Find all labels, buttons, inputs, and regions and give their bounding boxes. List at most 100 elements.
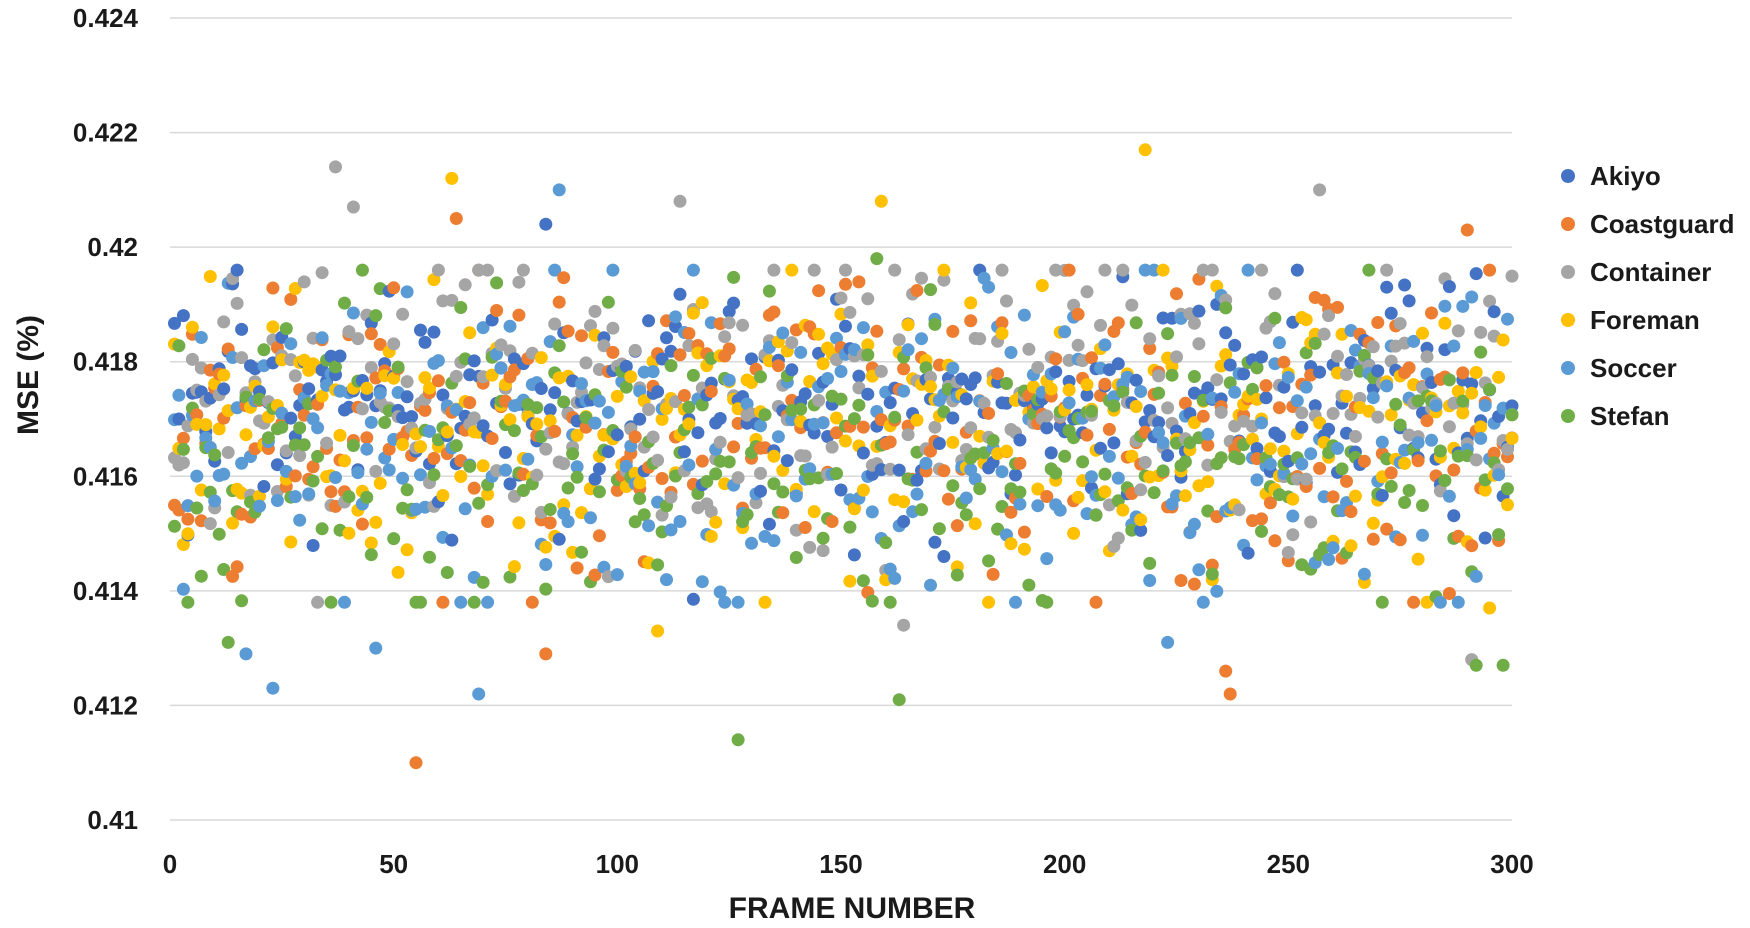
data-point (1201, 381, 1215, 395)
data-point (1492, 528, 1506, 542)
data-point (503, 319, 517, 333)
data-point (1134, 483, 1148, 497)
data-point (901, 318, 915, 332)
data-point (1357, 348, 1371, 362)
data-point (342, 490, 356, 504)
data-point (306, 474, 320, 488)
data-point (1152, 386, 1166, 400)
data-point (1411, 552, 1425, 566)
data-point (235, 456, 249, 470)
data-point (503, 413, 517, 427)
data-point (883, 435, 897, 449)
data-point (1299, 346, 1313, 360)
data-point (839, 277, 852, 291)
data-point (1487, 446, 1501, 460)
data-point (655, 472, 669, 485)
data-point (1317, 490, 1331, 504)
data-point (557, 457, 571, 471)
data-point (830, 426, 843, 440)
data-point (342, 400, 356, 414)
legend-marker (1561, 361, 1575, 375)
data-point (548, 317, 562, 331)
data-point (539, 647, 553, 661)
data-point (973, 332, 987, 346)
data-point (651, 624, 665, 638)
data-point (821, 372, 835, 385)
data-point (767, 305, 781, 319)
data-point (467, 481, 481, 495)
data-point (995, 465, 1009, 479)
data-point (203, 270, 217, 283)
data-point (1469, 267, 1483, 281)
data-point (1277, 355, 1291, 369)
data-point (1331, 441, 1344, 455)
data-point (414, 468, 427, 482)
data-point (1353, 391, 1367, 405)
data-point (646, 365, 660, 379)
data-point (570, 460, 584, 474)
data-point (235, 351, 249, 365)
data-point (261, 431, 275, 445)
data-point (1098, 467, 1112, 481)
data-point (1425, 433, 1438, 447)
data-point (1380, 522, 1394, 536)
data-point (548, 386, 562, 400)
data-point (1196, 409, 1210, 423)
data-point (1129, 316, 1143, 330)
data-point (257, 480, 271, 493)
data-point (1237, 367, 1251, 381)
data-point (1062, 396, 1076, 410)
data-point (1416, 499, 1429, 512)
legend-marker (1561, 169, 1575, 183)
data-point (843, 520, 857, 534)
data-point (924, 578, 937, 592)
data-point (1442, 489, 1456, 503)
data-point (1380, 263, 1394, 277)
data-point (1098, 338, 1112, 352)
data-point (1263, 442, 1277, 456)
data-point (597, 339, 611, 353)
data-point (516, 263, 530, 277)
data-point (1232, 452, 1246, 466)
data-point (1067, 526, 1081, 540)
data-point (758, 595, 772, 609)
data-point (1398, 456, 1412, 470)
data-point (270, 494, 284, 507)
data-point (1259, 391, 1273, 405)
data-point (897, 515, 911, 528)
data-point (1080, 388, 1094, 402)
data-point (986, 433, 1000, 447)
data-point (1483, 263, 1497, 277)
data-point (856, 446, 870, 460)
data-point (964, 421, 978, 435)
data-point (897, 618, 911, 632)
data-point (812, 394, 826, 407)
data-point (284, 292, 298, 306)
data-point (745, 352, 758, 366)
data-point (673, 194, 687, 208)
data-point (888, 410, 902, 424)
y-tick-label: 0.412 (73, 690, 138, 720)
data-point (1483, 383, 1497, 396)
data-point (1501, 312, 1514, 326)
data-point (297, 275, 311, 289)
data-point (1071, 338, 1085, 352)
data-point (476, 575, 490, 589)
data-point (239, 647, 253, 661)
data-point (1456, 394, 1470, 408)
data-point (507, 363, 521, 377)
data-point (1366, 532, 1380, 546)
data-point (1469, 658, 1483, 672)
data-point (1429, 399, 1443, 413)
data-point (575, 329, 588, 343)
data-point (968, 517, 982, 531)
data-point (1161, 401, 1175, 415)
data-point (1331, 349, 1344, 363)
data-point (481, 487, 495, 501)
data-point (485, 368, 499, 382)
data-point (883, 396, 897, 410)
data-point (297, 438, 311, 452)
y-tick-label: 0.42 (87, 232, 138, 262)
data-point (1371, 410, 1385, 424)
data-point (915, 332, 928, 346)
